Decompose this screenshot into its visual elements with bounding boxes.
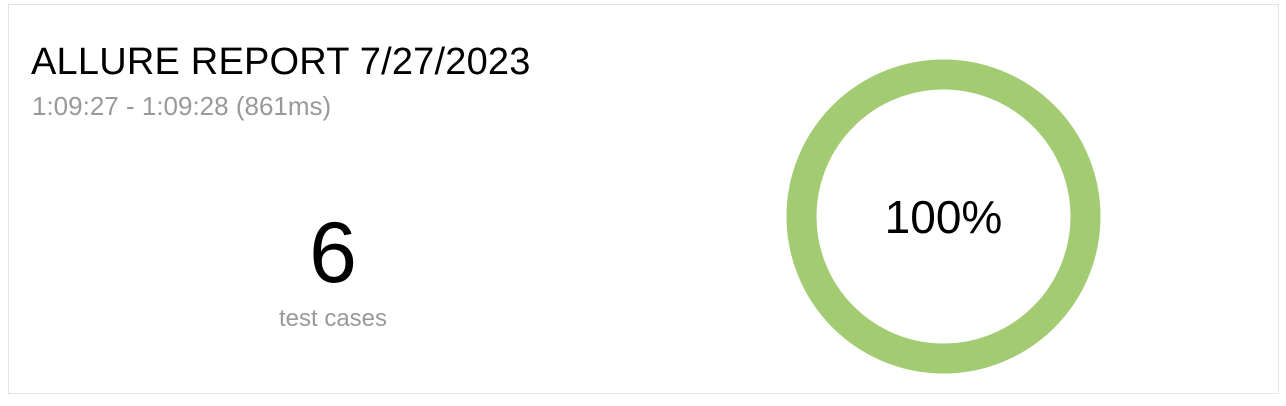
test-cases-summary: 6 test cases <box>233 205 433 333</box>
test-cases-label: test cases <box>278 305 388 332</box>
success-rate-donut <box>786 59 1101 374</box>
report-time-range: 1:09:27 - 1:09:28 (861ms) <box>32 91 332 121</box>
success-rate-percent: 100% <box>884 190 1003 243</box>
report-title: ALLURE REPORT 7/27/2023 <box>31 41 531 83</box>
donut-passed-arc <box>786 59 1101 374</box>
summary-widget: ALLURE REPORT 7/27/2023 1:09:27 - 1:09:2… <box>8 4 1279 394</box>
test-cases-count: 6 <box>309 205 357 301</box>
